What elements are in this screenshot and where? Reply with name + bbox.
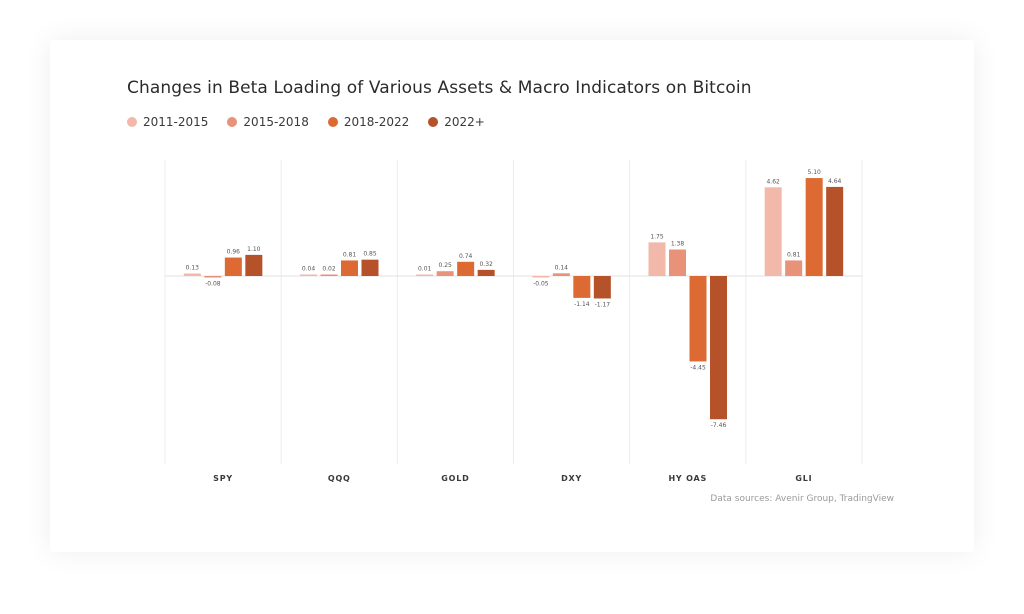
bar [361,259,379,276]
data-label: 0.01 [418,266,432,273]
bar [320,274,338,276]
data-label: 0.14 [555,264,569,271]
legend-label: 2011-2015 [143,115,209,129]
bar [552,273,570,276]
bar [416,274,434,276]
data-label: 0.74 [459,253,473,260]
data-label: -1.17 [595,301,611,308]
bar [785,260,803,276]
chart-card [50,40,974,552]
x-tick-label: SPY [213,474,233,483]
legend-swatch [327,117,338,127]
bar [648,242,666,276]
data-label: 0.32 [479,261,493,268]
legend-swatch [428,117,439,127]
x-tick-label: GLI [795,474,812,483]
x-tick-label: QQQ [328,474,351,483]
bar [436,271,454,276]
data-label: -0.05 [533,281,549,288]
data-label: 5.10 [807,169,821,176]
data-label: 1.38 [671,241,685,248]
data-label: 0.85 [363,251,377,258]
legend-item: 2011-2015 [127,115,208,129]
bar [300,274,317,276]
legend-item: 2015-2018 [227,115,309,129]
chart-title: Changes in Beta Loading of Various Asset… [127,78,752,98]
legend-label: 2022+ [444,115,485,129]
legend-item: 2018-2022 [327,115,410,129]
bar [457,261,475,276]
data-label: -1.14 [574,301,590,308]
data-label: 0.81 [787,251,801,258]
x-tick-label: DXY [561,474,582,483]
legend-label: 2018-2022 [343,115,410,129]
bar [826,186,844,276]
chart-legend: 2011-2015 2015-2018 2018-2022 2022+ [127,114,504,130]
data-source-note: Data sources: Avenir Group, TradingView [710,494,894,504]
bar [532,276,550,278]
data-label: 1.10 [247,246,261,253]
data-label: 0.02 [322,266,336,273]
data-label: -0.08 [205,281,221,288]
x-tick-label: GOLD [441,474,469,483]
legend-swatch [227,117,238,127]
bar [805,178,823,276]
data-label: 4.64 [828,178,842,185]
data-label: -4.45 [690,364,706,371]
bar [224,257,242,276]
bar [204,276,222,278]
bar [573,276,591,298]
legend-swatch [127,117,137,127]
bar [341,260,358,276]
data-label: -7.46 [711,422,727,429]
data-label: 0.81 [343,251,357,258]
data-label: 0.25 [438,262,452,269]
bar [593,276,611,299]
bar [669,249,686,276]
data-label: 4.62 [766,178,780,185]
bar [477,269,495,276]
x-tick-label: HY OAS [668,474,707,483]
bar [689,276,707,362]
bar [710,276,727,420]
data-label: 0.96 [227,249,241,256]
data-label: 1.75 [650,233,664,240]
legend-item: 2022+ [428,115,485,129]
legend-label: 2015-2018 [243,115,309,129]
data-label: 0.13 [186,265,200,272]
bar [764,187,782,276]
bar [183,273,201,276]
bar [245,254,263,276]
data-label: 0.04 [302,266,316,273]
